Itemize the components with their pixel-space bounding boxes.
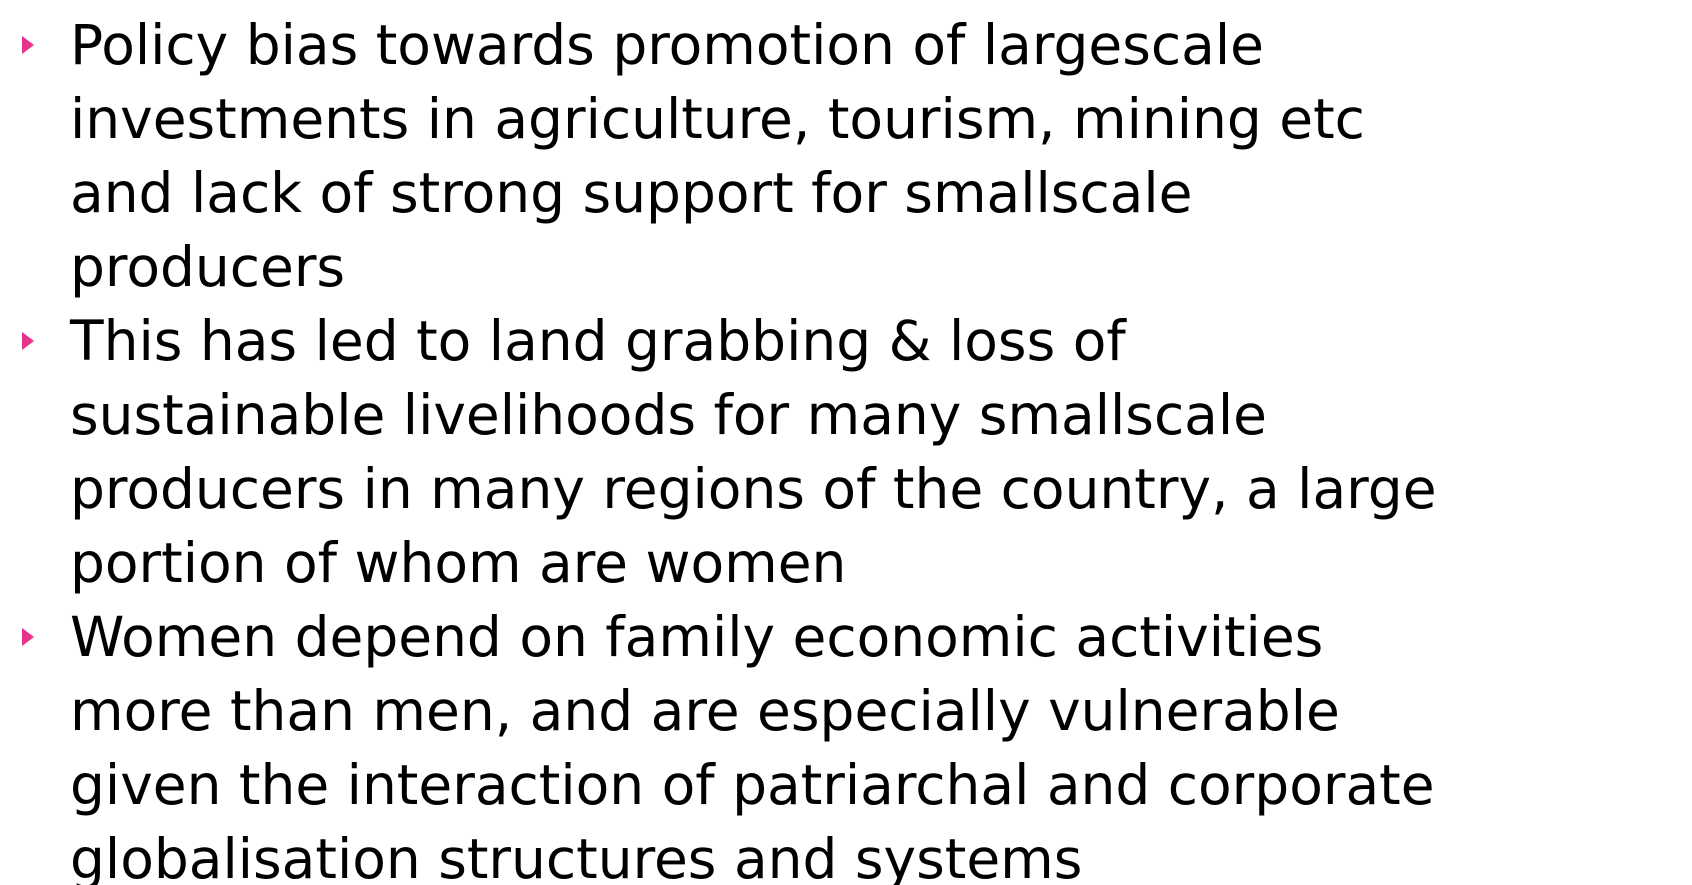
bullet-marker [22,332,34,350]
bullet-text-line: and lack of strong support for smallscal… [70,161,1193,225]
bullet-text-line: portion of whom are women [70,531,847,595]
bullet-marker [22,36,34,54]
bullet-text-line: This has led to land grabbing & loss of [70,309,1126,373]
bullet-text-line: investments in agriculture, tourism, min… [70,87,1365,151]
bullet-text-line: Policy bias towards promotion of largesc… [70,13,1264,77]
bullet-text-line: sustainable livelihoods for many smallsc… [70,383,1268,447]
bullet-text-line: producers [70,235,346,299]
bullet-text-line: globalisation structures and systems [70,827,1083,885]
bullet-text-line: Women depend on family economic activiti… [70,605,1324,669]
bullet-text-line: given the interaction of patriarchal and… [70,753,1435,817]
bullet-marker [22,628,34,646]
bullet-text-line: more than men, and are especially vulner… [70,679,1340,743]
bullet-text-line: producers in many regions of the country… [70,457,1437,521]
